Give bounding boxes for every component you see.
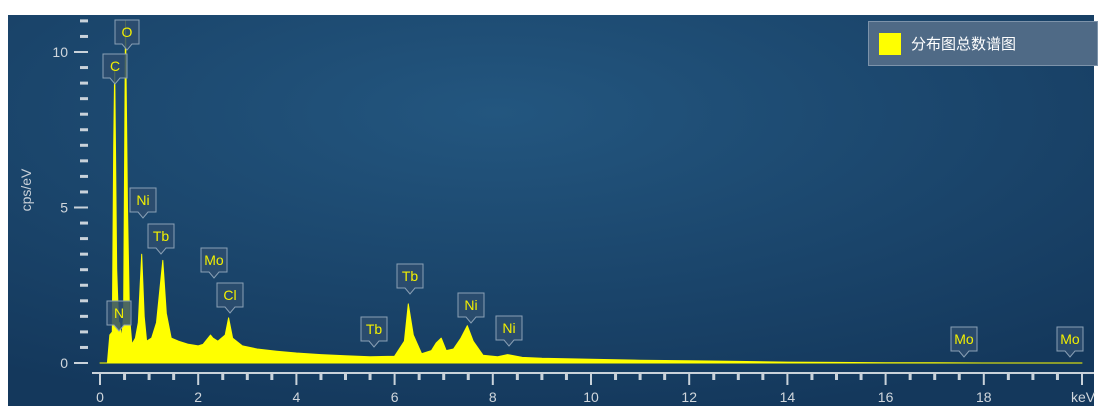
peak-label-text: Ni (464, 297, 477, 313)
peak-label-tb: Tb (360, 316, 388, 348)
legend-label: 分布图总数谱图 (911, 35, 1017, 53)
peak-label-mo: Mo (200, 247, 228, 279)
peak-label-ni: Ni (495, 315, 523, 347)
peak-label-tb: Tb (396, 263, 424, 295)
spectrum-series (99, 20, 1083, 364)
peak-label-text: Mo (1060, 331, 1080, 347)
peak-label-mo: Mo (1056, 326, 1084, 358)
peak-label-box (457, 292, 485, 324)
peak-label-text: Mo (954, 331, 974, 347)
peak-label-box (129, 187, 157, 219)
axes: 0 2 4 6 8 10 12 14 16 18 keV 0 5 10 cps/eV (18, 19, 1096, 405)
peak-label-cl: Cl (216, 282, 244, 314)
peak-label-box (147, 223, 175, 255)
x-tick-label: 16 (878, 389, 894, 405)
peak-label-box (102, 53, 128, 85)
peak-label-text: Ni (136, 192, 149, 208)
peak-label-c: C (102, 53, 128, 85)
peak-label-text: O (122, 24, 133, 40)
peak-label-text: C (110, 58, 120, 74)
peak-label-o: O (114, 19, 140, 51)
peak-label-box (396, 263, 424, 295)
spectrum-area (99, 20, 1083, 364)
peak-label-text: Mo (204, 252, 224, 268)
y-tick-label: 0 (60, 355, 68, 371)
peak-label-box (216, 282, 244, 314)
peak-label-box (495, 315, 523, 347)
y-tick-label: 10 (52, 44, 68, 60)
peak-label-text: N (114, 305, 124, 321)
x-tick-label: 0 (96, 389, 104, 405)
peak-label-text: Tb (366, 321, 383, 337)
legend-swatch (879, 32, 901, 55)
peak-label-ni: Ni (457, 292, 485, 324)
x-tick-label: 14 (780, 389, 796, 405)
peak-label-box (106, 300, 132, 332)
peak-label-mo: Mo (950, 326, 978, 358)
x-tick-label: 2 (194, 389, 202, 405)
peak-label-ni: Ni (129, 187, 157, 219)
x-tick-label: 8 (489, 389, 497, 405)
legend: 分布图总数谱图 (868, 21, 1098, 66)
peak-label-text: Tb (153, 228, 170, 244)
y-axis-label: cps/eV (18, 168, 34, 211)
x-tick-label: 18 (976, 389, 992, 405)
y-tick-label: 5 (60, 200, 68, 216)
peak-label-tb: Tb (147, 223, 175, 255)
x-tick-label: 6 (391, 389, 399, 405)
peak-label-box (114, 19, 140, 51)
plot-background (8, 15, 1094, 406)
x-tick-label: 10 (583, 389, 599, 405)
x-tick-label: 12 (681, 389, 697, 405)
x-axis-label: keV (1071, 389, 1096, 405)
peak-label-box (1056, 326, 1084, 358)
peak-label-text: Ni (502, 320, 515, 336)
peak-label-box (200, 247, 228, 279)
peak-label-text: Tb (402, 268, 419, 284)
x-tick-label: 4 (293, 389, 301, 405)
peak-label-box (950, 326, 978, 358)
peak-labels: C O N Ni Tb Mo Cl Tb Tb Ni Ni Mo Mo (102, 19, 1084, 358)
peak-label-n: N (106, 300, 132, 332)
peak-label-box (360, 316, 388, 348)
peak-label-text: Cl (223, 287, 236, 303)
